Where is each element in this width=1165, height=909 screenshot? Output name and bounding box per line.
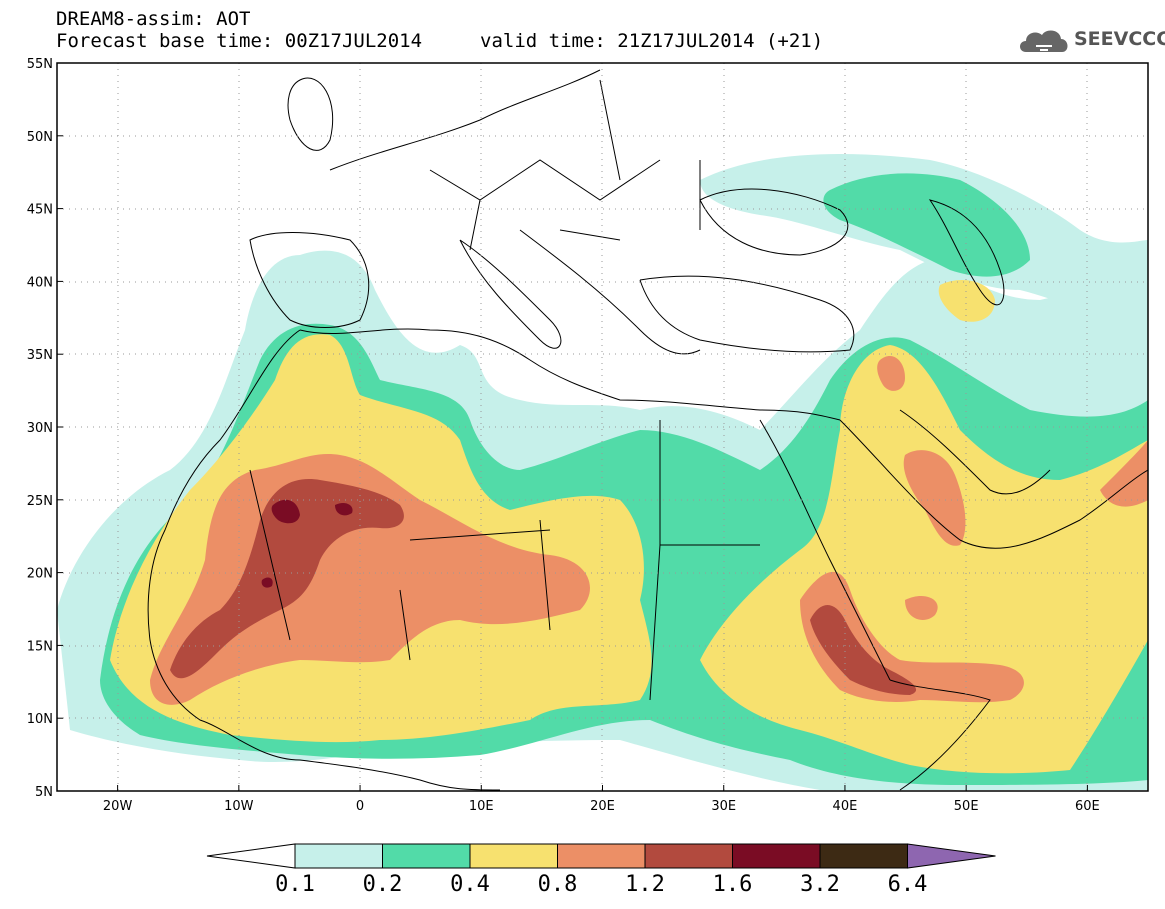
coast-north-europe	[329, 69, 601, 171]
aot-level-0.8-yemen	[905, 595, 938, 620]
map-title: DREAM8-assim: AOT	[56, 8, 251, 30]
lon-tick-label: 10E	[469, 799, 494, 814]
colorbar-swatch	[557, 843, 646, 869]
aot-level-0.8-arabia	[903, 450, 966, 546]
colorbar-label: 3.2	[800, 872, 840, 897]
aot-level-1.2-east	[810, 605, 917, 695]
aot-level-0.8	[150, 453, 590, 705]
lat-tick-label: 5N	[35, 785, 53, 800]
lon-tick-label: 40E	[833, 799, 858, 814]
colorbar-label: 0.4	[450, 872, 490, 897]
aot-level-0.8-oman	[1100, 440, 1148, 507]
lat-tick-label: 30N	[27, 421, 53, 436]
colorbar-under-triangle	[206, 843, 296, 869]
coast-red-sea	[759, 419, 891, 681]
colorbar-label: 1.2	[625, 872, 665, 897]
colorbar-swatch	[294, 843, 383, 869]
coast-iberia	[249, 232, 370, 328]
lat-tick-label: 40N	[27, 275, 53, 290]
colorbar-label: 0.1	[275, 872, 315, 897]
lat-tick-label: 10N	[27, 712, 53, 727]
lon-tick-label: 20W	[103, 799, 133, 814]
coast-persian-gulf	[899, 409, 1051, 495]
colorbar	[206, 843, 996, 869]
cloud-icon	[1020, 30, 1068, 52]
aot-level-0.4-caspian	[938, 280, 995, 322]
border-lines-europe	[429, 79, 701, 251]
colorbar-swatch	[469, 843, 558, 869]
aot-level-1.6-c	[261, 577, 273, 588]
colorbar-swatch	[382, 843, 471, 869]
lat-tick-label: 20N	[27, 567, 53, 582]
aot-level-0.4-east	[700, 345, 1148, 774]
border-lines-africa	[249, 420, 760, 701]
aot-level-1.6	[271, 499, 300, 524]
coast-africa-west	[147, 329, 501, 791]
colorbar-label: 6.4	[887, 872, 928, 897]
lat-tick-label: 15N	[27, 639, 53, 654]
coast-british-isles	[287, 77, 334, 151]
aot-level-0.2-caspian	[823, 173, 1030, 277]
lon-tick-label: 0	[356, 799, 364, 814]
coast-turkey	[639, 275, 855, 353]
colorbar-label: 0.8	[537, 872, 578, 897]
lon-tick-label: 30E	[711, 799, 736, 814]
lon-tick-label: 20E	[590, 799, 615, 814]
coast-italy	[459, 239, 562, 349]
lon-tick-label: 50E	[954, 799, 979, 814]
colorbar-swatch	[819, 843, 908, 869]
lat-tick-label: 35N	[27, 348, 53, 363]
colorbar-label: 1.6	[712, 872, 753, 897]
lat-tick-label: 55N	[27, 57, 53, 72]
lon-tick-label: 10W	[224, 799, 254, 814]
graticule	[57, 63, 1148, 791]
coast-north-africa	[299, 328, 841, 421]
lat-tick-labels: 5N 10N 15N 20N 25N 30N 35N 40N 45N 50N 55N	[27, 57, 63, 800]
coast-balkans	[519, 229, 701, 355]
coast-horn	[889, 679, 991, 791]
aot-field	[57, 154, 1148, 790]
lat-tick-label: 50N	[27, 130, 53, 145]
valid-time: valid time: 21Z17JUL2014 (+21)	[480, 30, 824, 52]
seevccc-logo: SEEVCCC	[1016, 24, 1165, 56]
lon-tick-labels: 20W 10W 0 10E 20E 30E 40E 50E 60E	[103, 785, 1100, 814]
colorbar-over-triangle	[907, 843, 996, 869]
lat-tick-label: 45N	[27, 203, 53, 218]
coast-black-sea	[699, 188, 849, 256]
forecast-base-time: Forecast base time: 00Z17JUL2014	[56, 30, 423, 52]
coast-caspian	[928, 199, 1005, 306]
colorbar-swatch	[732, 843, 821, 869]
aot-level-1.2	[170, 479, 404, 679]
logo-text: SEEVCCC	[1074, 28, 1165, 50]
lat-tick-label: 25N	[27, 494, 53, 509]
coastlines	[147, 69, 1148, 791]
aot-level-1.6-b	[335, 502, 353, 516]
coast-arabia	[839, 419, 1148, 549]
lon-tick-label: 60E	[1075, 799, 1100, 814]
aot-level-0.8-iraq	[877, 356, 905, 391]
colorbar-label: 0.2	[362, 872, 403, 897]
colorbar-swatch	[644, 843, 733, 869]
